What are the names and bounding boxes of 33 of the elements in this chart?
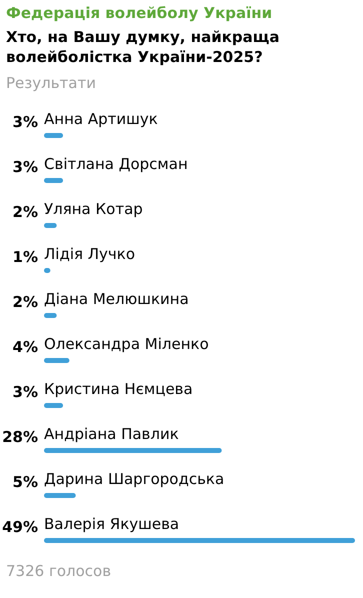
data-label: 2% bbox=[12, 203, 38, 221]
y-tick-label: Дарина Шаргородська bbox=[44, 470, 224, 488]
y-tick-label: Андріана Павлик bbox=[44, 425, 179, 443]
data-label: 3% bbox=[12, 113, 38, 131]
bar bbox=[44, 133, 64, 138]
bar bbox=[44, 403, 64, 408]
data-label: 1% bbox=[12, 248, 38, 266]
data-label: 2% bbox=[12, 293, 38, 311]
y-tick-label: Уляна Котар bbox=[44, 200, 143, 218]
text: 7326 голосов bbox=[6, 562, 112, 580]
data-label: 5% bbox=[12, 473, 38, 491]
data-label: 4% bbox=[12, 338, 38, 356]
y-tick-label: Олександра Міленко bbox=[44, 335, 209, 353]
data-label: 49% bbox=[2, 518, 38, 536]
bar bbox=[44, 448, 222, 453]
bar bbox=[44, 223, 57, 228]
bar bbox=[44, 358, 70, 363]
y-tick-label: Діана Мелюшкина bbox=[44, 290, 189, 308]
y-tick-label: Кристина Нємцева bbox=[44, 380, 193, 398]
bar bbox=[44, 538, 355, 543]
y-tick-label: Світлана Дорсман bbox=[44, 155, 188, 173]
y-tick-label: Валерія Якушева bbox=[44, 515, 180, 533]
data-label: 28% bbox=[2, 428, 38, 446]
chart-title: Хто, на Вашу думку, найкраща волейболістка України-2025? bbox=[6, 28, 280, 66]
bar bbox=[44, 493, 76, 498]
data-label: 3% bbox=[12, 383, 38, 401]
bar bbox=[44, 313, 57, 318]
y-tick-label: Лідія Лучко bbox=[44, 245, 136, 263]
bar bbox=[44, 178, 64, 183]
chart-subtitle: Результати bbox=[6, 74, 96, 92]
data-label: 3% bbox=[12, 158, 38, 176]
text: Федерація волейболу України bbox=[6, 4, 272, 22]
y-tick-label: Анна Артишук bbox=[44, 110, 158, 128]
